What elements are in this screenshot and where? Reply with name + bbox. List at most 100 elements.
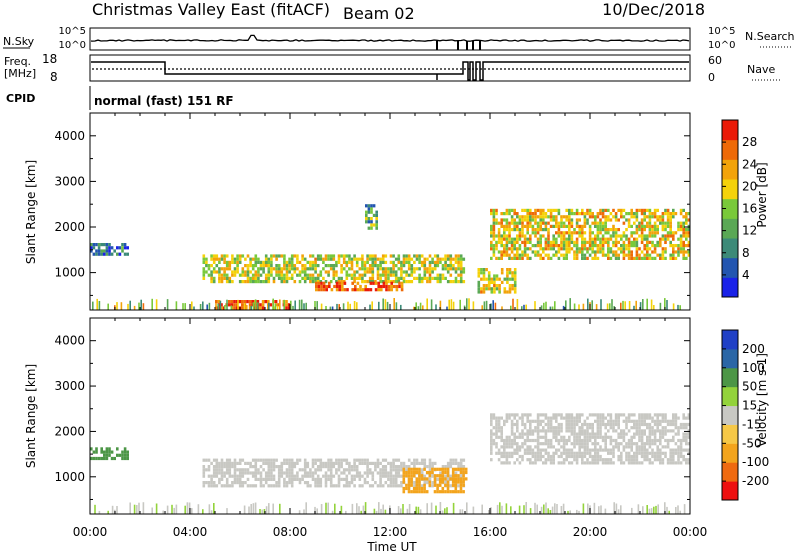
echo-cell [656, 454, 659, 459]
echo-cell [490, 448, 493, 452]
echo-cell [433, 267, 437, 271]
echo-cell [436, 486, 439, 491]
echo-cell [687, 429, 691, 433]
echo-cell [596, 458, 600, 462]
echo-cell [495, 277, 499, 281]
echo-cell [677, 438, 680, 443]
echo-cell [607, 429, 610, 433]
echo-cell [516, 234, 519, 238]
echo-cell [335, 288, 339, 292]
echo-cell [290, 260, 294, 264]
echo-cell [612, 215, 615, 219]
ground-scatter-cell [481, 305, 483, 310]
echo-cell [562, 244, 566, 248]
echo-cell [578, 438, 581, 443]
echo-cell [620, 244, 623, 248]
colorbar-swatch [722, 159, 738, 180]
echo-cell [612, 234, 615, 238]
echo-cell [389, 484, 393, 488]
echo-cell [290, 254, 294, 258]
ground-scatter-cell [485, 300, 488, 310]
echo-cell [446, 461, 450, 465]
echo-cell [633, 413, 636, 417]
nsky-trace [90, 34, 690, 42]
echo-cell [405, 465, 408, 469]
echo-cell [617, 458, 620, 462]
echo-cell [656, 458, 659, 462]
echo-cell [575, 218, 579, 222]
ground-scatter-cell [646, 298, 648, 310]
echo-cell [633, 244, 636, 248]
echo-cell [371, 474, 375, 478]
echo-cell [661, 256, 665, 260]
echo-cell [418, 483, 421, 487]
echo-cell [431, 484, 434, 488]
echo-cell [586, 458, 589, 462]
ground-scatter-cell [617, 509, 620, 514]
echo-cell [500, 224, 503, 228]
ground-scatter-cell [243, 505, 246, 514]
echo-cell [425, 477, 429, 481]
ground-scatter-cell [450, 299, 453, 310]
echo-cell [599, 445, 602, 449]
echo-cell [342, 471, 346, 475]
echo-cell [638, 422, 641, 427]
echo-cell [490, 280, 494, 284]
echo-cell [568, 234, 571, 238]
echo-cell [418, 461, 421, 465]
echo-cell [296, 273, 299, 277]
echo-cell [549, 426, 553, 430]
echo-cell [384, 468, 388, 472]
echo-cell [367, 210, 371, 214]
echo-cell [413, 484, 416, 488]
echo-cell [379, 461, 382, 465]
echo-cell [95, 252, 98, 256]
ground-scatter-cell [648, 508, 651, 514]
echo-cell [513, 240, 516, 244]
echo-cell [454, 483, 458, 487]
echo-cell [539, 212, 542, 216]
echo-cell [607, 413, 610, 417]
echo-cell [215, 270, 219, 274]
echo-cell [293, 267, 297, 271]
echo-cell [599, 454, 602, 459]
echo-cell [612, 461, 615, 465]
echo-cell [215, 484, 219, 488]
echo-cell [210, 273, 213, 277]
echo-cell [513, 416, 516, 420]
echo-cell [646, 448, 649, 452]
ground-scatter-cell [94, 504, 96, 514]
echo-cell [651, 448, 654, 452]
echo-cell [236, 474, 239, 478]
echo-cell [407, 470, 411, 475]
echo-cell [392, 267, 395, 271]
echo-cell [110, 450, 114, 454]
echo-cell [601, 215, 605, 219]
echo-cell [594, 240, 597, 244]
echo-cell [510, 432, 514, 436]
echo-cell [599, 458, 602, 462]
echo-cell [431, 267, 434, 271]
echo-cell [370, 223, 373, 227]
echo-cell [324, 254, 328, 258]
echo-cell [368, 257, 372, 261]
echo-cell [685, 256, 688, 260]
colorbar-tick-label: 16 [742, 202, 757, 216]
echo-cell [536, 426, 540, 430]
echo-cell [581, 237, 584, 241]
echo-cell [392, 461, 395, 465]
echo-cell [233, 468, 237, 472]
echo-cell [477, 287, 481, 291]
echo-cell [687, 228, 691, 232]
echo-cell [557, 256, 561, 260]
echo-cell [596, 234, 600, 238]
echo-cell [679, 212, 683, 216]
echo-cell [371, 257, 375, 261]
echo-cell [666, 442, 670, 446]
echo-cell [387, 484, 390, 488]
echo-cell [238, 273, 242, 277]
echo-cell [202, 270, 206, 274]
ground-scatter-cell [587, 298, 589, 310]
echo-cell [353, 477, 356, 481]
echo-cell [418, 254, 421, 258]
